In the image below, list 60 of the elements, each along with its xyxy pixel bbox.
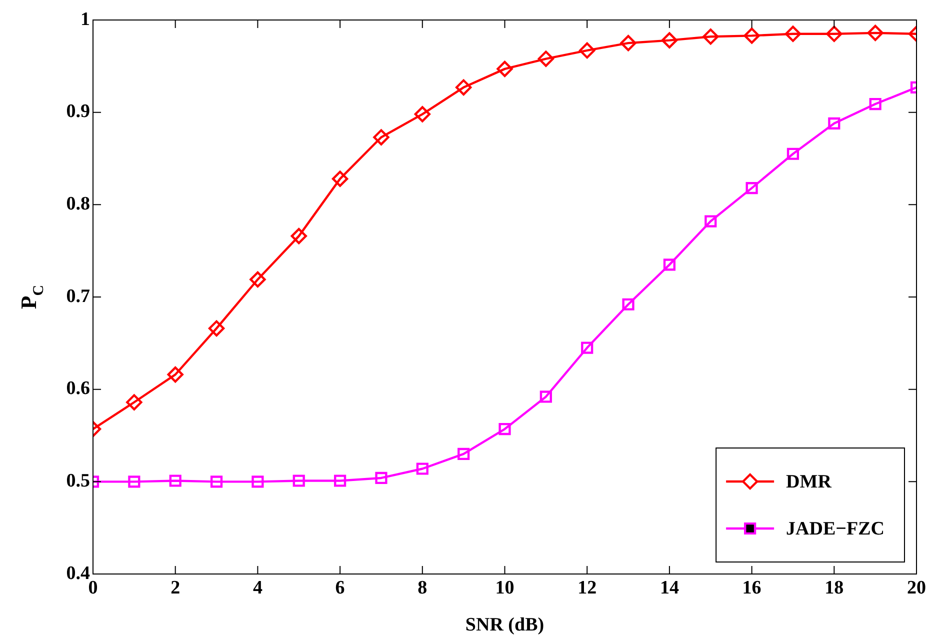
point (744, 28, 760, 44)
point (661, 32, 678, 48)
x-axis-title: SNR (dB) (465, 614, 544, 636)
x-tick-label: 18 (824, 577, 844, 598)
x-tick-label: 14 (660, 577, 680, 598)
x-tick-label: 10 (495, 577, 514, 598)
y-tick-label: 0.5 (66, 470, 90, 492)
x-tick-label: 8 (418, 577, 428, 598)
point (702, 28, 719, 45)
point (290, 228, 307, 244)
point (169, 474, 182, 487)
point (373, 129, 390, 146)
point (334, 474, 346, 487)
point (455, 79, 472, 96)
point (498, 422, 511, 436)
point (126, 394, 142, 410)
point (375, 472, 388, 484)
y-tick-label: 0.6 (66, 378, 90, 400)
point (867, 24, 884, 42)
point (663, 258, 676, 271)
legend-label: JADE−FZC (786, 518, 885, 540)
point (416, 462, 428, 475)
point (167, 366, 184, 383)
y-tick-label: 0.8 (66, 194, 90, 215)
point (622, 298, 634, 310)
point (869, 98, 882, 110)
point (746, 182, 758, 194)
point (496, 60, 513, 78)
x-tick-label: 2 (170, 577, 180, 598)
x-tick-label: 6 (335, 577, 345, 598)
point (538, 50, 554, 67)
point (786, 148, 800, 160)
point (458, 448, 470, 460)
point (250, 271, 266, 288)
point (414, 106, 430, 122)
point (828, 117, 840, 130)
legend-label: DMR (786, 471, 832, 492)
point (128, 476, 140, 488)
point (332, 170, 348, 187)
x-tick-label: 0 (88, 577, 98, 598)
point (620, 34, 636, 52)
point (826, 26, 842, 42)
y-tick-label: 0.9 (66, 101, 90, 122)
x-tick-label: 16 (742, 577, 762, 598)
point (784, 26, 802, 42)
y-tick-label: 1 (80, 8, 90, 30)
y-axis-title: PC (16, 284, 47, 310)
point (704, 215, 717, 228)
point (208, 320, 225, 336)
x-tick-label: 20 (907, 577, 926, 598)
y-tick-label: 0.7 (66, 286, 90, 307)
point (292, 474, 305, 487)
point (252, 476, 264, 488)
point (210, 476, 223, 488)
x-tick-label: 12 (578, 577, 597, 598)
point (540, 390, 552, 403)
x-tick-label: 4 (252, 577, 263, 598)
point (581, 342, 594, 354)
point (579, 42, 596, 59)
y-tick-label: 0.4 (66, 562, 90, 584)
